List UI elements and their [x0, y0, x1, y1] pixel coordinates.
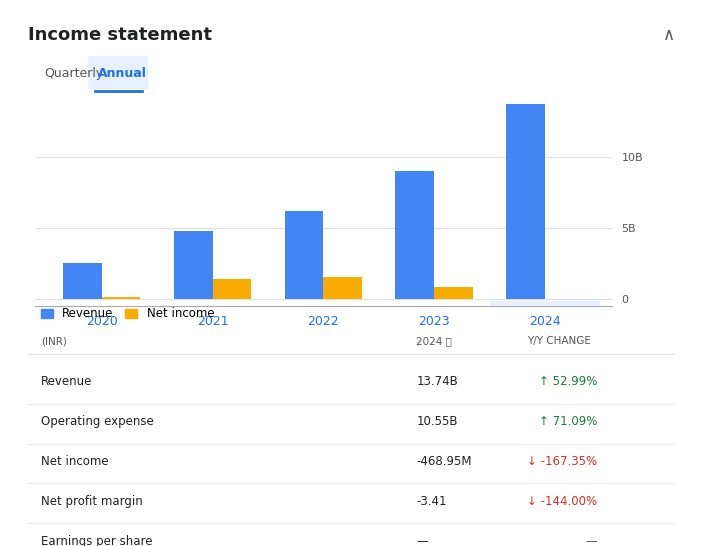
Bar	[396, 171, 434, 299]
Text: Revenue: Revenue	[41, 375, 92, 388]
Text: (INR): (INR)	[41, 336, 67, 346]
Text: ↓ -167.35%: ↓ -167.35%	[527, 455, 598, 468]
Text: Annual: Annual	[98, 67, 147, 80]
Text: Earnings per share: Earnings per share	[41, 535, 153, 546]
Text: ↓ -144.00%: ↓ -144.00%	[527, 495, 598, 508]
Text: Operating expense: Operating expense	[41, 415, 154, 428]
Text: 10.55B: 10.55B	[416, 415, 458, 428]
Text: —: —	[586, 535, 598, 546]
Text: ∧: ∧	[663, 27, 675, 44]
FancyBboxPatch shape	[490, 301, 600, 311]
Bar	[212, 280, 252, 299]
Text: ↑ 71.09%: ↑ 71.09%	[539, 415, 598, 428]
Text: -3.41: -3.41	[416, 495, 446, 508]
FancyBboxPatch shape	[89, 56, 148, 90]
Text: Y/Y CHANGE: Y/Y CHANGE	[527, 336, 591, 346]
Legend: Revenue, Net income: Revenue, Net income	[41, 307, 214, 321]
Text: ↑ 52.99%: ↑ 52.99%	[539, 375, 598, 388]
Text: Net income: Net income	[41, 455, 109, 468]
Text: 13.74B: 13.74B	[416, 375, 458, 388]
Text: Income statement: Income statement	[28, 27, 212, 44]
Bar	[174, 230, 212, 299]
Bar	[63, 263, 102, 299]
Text: —: —	[416, 535, 428, 546]
Bar	[506, 104, 545, 299]
Bar	[285, 211, 323, 299]
Text: -468.95M: -468.95M	[416, 455, 472, 468]
Text: Net profit margin: Net profit margin	[41, 495, 143, 508]
Bar	[434, 287, 473, 299]
Bar	[323, 277, 362, 299]
Text: 2024 ⓘ: 2024 ⓘ	[416, 336, 452, 346]
Bar	[102, 296, 141, 299]
Text: Quarterly: Quarterly	[44, 67, 103, 80]
